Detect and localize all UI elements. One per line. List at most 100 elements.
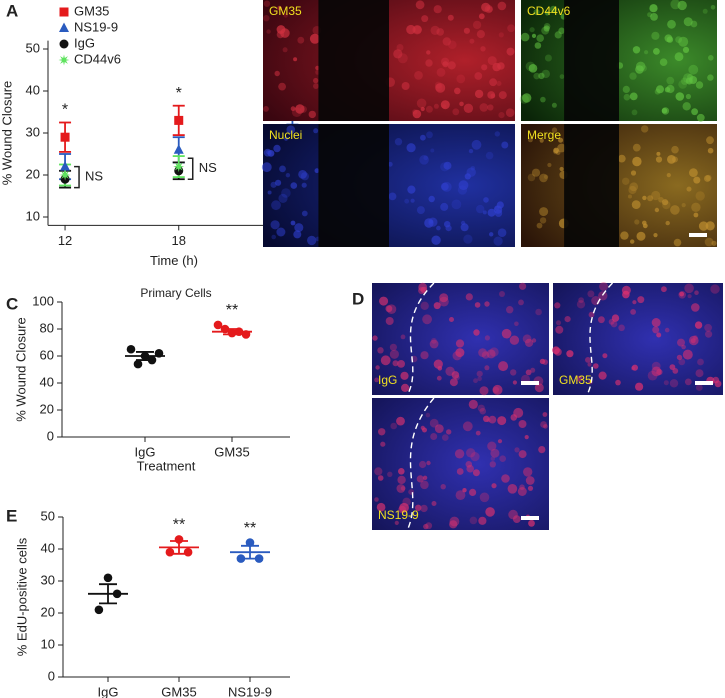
- cell: [664, 327, 670, 333]
- cell: [275, 179, 282, 186]
- wound-gap: [318, 0, 389, 121]
- y-tick-label: 60: [40, 347, 54, 362]
- cell: [539, 207, 549, 217]
- cell: [440, 484, 446, 490]
- cell: [416, 475, 424, 483]
- cell: [422, 314, 432, 325]
- cell: [489, 347, 499, 357]
- cell: [554, 31, 562, 39]
- cell: [617, 154, 626, 163]
- y-tick-label: 10: [26, 208, 40, 223]
- cell: [493, 205, 503, 214]
- cell: [534, 383, 544, 393]
- cell: [653, 48, 660, 55]
- cell: [518, 420, 527, 428]
- cell: [635, 382, 644, 391]
- cell: [431, 501, 437, 506]
- cell: [400, 334, 406, 340]
- cell: [396, 484, 406, 493]
- wound-gap: [564, 0, 619, 121]
- cell: [650, 13, 658, 21]
- cell: [647, 12, 653, 18]
- cell: [497, 416, 507, 426]
- cell: [681, 203, 686, 208]
- y-tick-label: 20: [40, 401, 54, 416]
- cell: [514, 447, 520, 453]
- cell: [285, 173, 291, 178]
- cell: [558, 27, 565, 35]
- cell: [465, 293, 473, 301]
- cell: [509, 335, 520, 345]
- x-tick-label: 18: [172, 233, 186, 248]
- cell: [485, 151, 494, 160]
- cell: [529, 27, 535, 33]
- cell: [274, 70, 280, 77]
- cell: [469, 488, 477, 496]
- cell: [469, 38, 475, 44]
- cell: [484, 365, 490, 371]
- cell: [531, 168, 541, 177]
- cell: [661, 286, 667, 293]
- cell: [278, 193, 288, 203]
- cell: [448, 40, 457, 49]
- cell: [436, 68, 446, 77]
- cell: [436, 28, 445, 36]
- cell: [682, 102, 691, 111]
- cell: [694, 321, 703, 329]
- cell: [602, 353, 608, 359]
- cell: [431, 235, 441, 245]
- cell: [669, 379, 679, 388]
- cell: [390, 422, 398, 430]
- cell: [689, 76, 698, 84]
- data-point: [173, 144, 184, 154]
- cell: [593, 363, 599, 369]
- cell: [498, 91, 507, 100]
- cell: [519, 484, 525, 491]
- cell: [308, 110, 316, 119]
- cell: [277, 5, 282, 11]
- y-tick-label: 40: [26, 82, 40, 97]
- cell: [440, 100, 450, 110]
- x-tick-label: NS19-9: [228, 684, 272, 698]
- cell: [435, 83, 446, 93]
- cell: [278, 82, 286, 91]
- cell: [425, 412, 431, 418]
- chart-title: Primary Cells: [140, 286, 211, 300]
- cell: [387, 471, 393, 477]
- cell: [641, 125, 649, 133]
- cell: [530, 367, 536, 373]
- x-tick-label: 12: [58, 233, 72, 248]
- cell: [693, 176, 701, 184]
- cell: [687, 294, 692, 299]
- cell: [629, 72, 637, 80]
- cell: [630, 239, 635, 244]
- cell: [378, 428, 386, 436]
- cell: [557, 143, 566, 153]
- cell: [267, 190, 272, 195]
- significance: *: [62, 102, 68, 119]
- cell: [682, 46, 690, 54]
- cell: [447, 61, 456, 70]
- cell: [499, 291, 505, 297]
- cell: [276, 227, 286, 237]
- y-tick-label: 100: [32, 293, 54, 308]
- scale-bar: [689, 233, 707, 237]
- cell: [449, 317, 454, 322]
- cell: [550, 5, 557, 13]
- cell: [416, 206, 425, 215]
- cell: [475, 430, 481, 436]
- data-point: [174, 115, 184, 125]
- cell: [622, 290, 630, 299]
- cell: [442, 37, 451, 46]
- cell: [691, 202, 701, 212]
- cell: [293, 57, 298, 62]
- cell: [441, 57, 450, 66]
- cell: [501, 474, 510, 483]
- cell: [413, 25, 422, 34]
- cell: [678, 36, 689, 47]
- cell: [685, 93, 692, 100]
- cell: [587, 290, 595, 298]
- cell: [474, 72, 483, 80]
- panel-label: C: [6, 294, 18, 313]
- cell: [673, 238, 682, 247]
